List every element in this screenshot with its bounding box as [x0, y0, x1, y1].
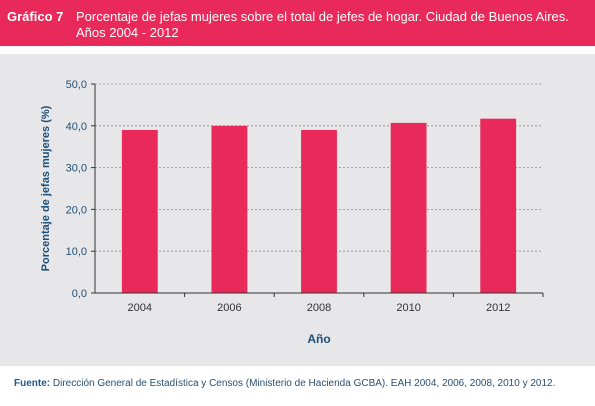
- y-tick-label: 30,0: [66, 163, 87, 175]
- chart-footer: Fuente: Dirección General de Estadística…: [0, 368, 595, 406]
- y-tick-label: 20,0: [66, 204, 87, 216]
- y-tick-label: 10,0: [66, 246, 87, 258]
- source-note: Fuente: Dirección General de Estadística…: [14, 378, 589, 389]
- x-tick-label: 2008: [307, 302, 331, 314]
- bar-2008: [301, 129, 337, 293]
- bar-2012: [480, 118, 517, 293]
- x-tick-label: 2004: [128, 302, 152, 314]
- x-tick-label: 2006: [217, 302, 241, 314]
- bar-2010: [390, 122, 427, 294]
- chart-title-line-2: Años 2004 - 2012: [76, 25, 179, 40]
- y-axis-title: Porcentaje de jefas mujeres (%): [40, 105, 52, 271]
- bar-2004: [121, 129, 158, 293]
- chart-title: Porcentaje de jefas mujeres sobre el tot…: [76, 9, 581, 41]
- x-axis-title: Año: [307, 332, 330, 346]
- x-tick-label: 2010: [396, 302, 420, 314]
- x-tick-label: 2012: [486, 302, 510, 314]
- y-tick-label: 50,0: [66, 79, 87, 91]
- y-tick-label: 40,0: [66, 121, 87, 133]
- chart-title-line-1: Porcentaje de jefas mujeres sobre el tot…: [76, 9, 569, 24]
- bar-chart: 0,0 10,0 20,0 30,0 40,0 50,0 2004 2006 2008 2010 2…: [40, 79, 544, 346]
- chart-header: Gráfico 7 Porcentaje de jefas mujeres so…: [0, 0, 595, 46]
- source-label: Fuente:: [14, 378, 51, 389]
- y-tick-label: 0,0: [72, 288, 87, 300]
- source-text: Dirección General de Estadística y Censo…: [50, 378, 556, 389]
- figure-label: Gráfico 7: [7, 9, 64, 24]
- bar-2006: [211, 125, 248, 293]
